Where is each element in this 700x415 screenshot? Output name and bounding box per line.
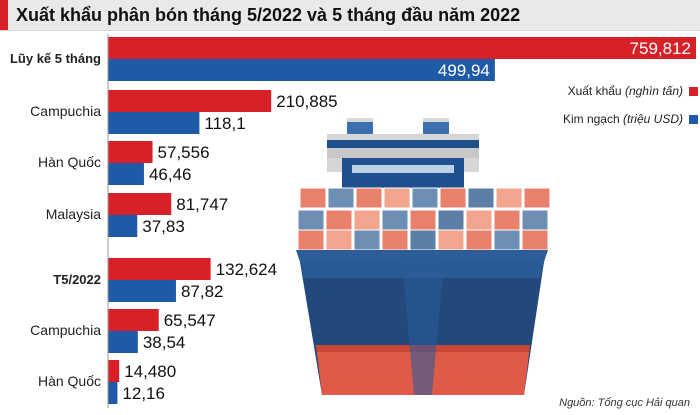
bar-export [108,90,272,112]
legend-swatch-value [689,114,698,124]
container-box [495,187,523,209]
data-label-export: 132,624 [216,260,277,279]
container-box [383,187,411,209]
data-label-value: 12,16 [122,384,165,403]
category-label: Hàn Quốc [38,373,101,389]
bar-export [108,141,153,163]
data-label-export: 65,547 [164,311,216,330]
category-label: Malaysia [46,206,101,222]
bar-value [108,382,118,404]
data-label-export: 210,885 [276,92,337,111]
data-label-export: 14,480 [124,362,176,381]
chart-title: Xuất khẩu phân bón tháng 5/2022 và 5 thá… [16,5,521,25]
category-label: Lũy kế 5 tháng [10,51,101,66]
container-box [467,187,495,209]
legend-item-value: Kim ngạch (triệu USD) [552,108,698,130]
data-label-value: 118,1 [204,114,245,133]
bar-value [108,331,138,353]
bar-value [108,112,200,134]
container-box [439,187,467,209]
bar-export [108,258,211,280]
data-label-export: 81,747 [176,195,228,214]
container-box [327,187,355,209]
category-label: Hàn Quốc [38,154,101,170]
container-box [523,187,551,209]
bar-export [108,309,159,331]
bar-value [108,215,138,237]
title-bar: Xuất khẩu phân bón tháng 5/2022 và 5 thá… [0,0,700,31]
bar-export [108,193,172,215]
data-label-value: 499,94 [438,61,490,80]
bar-value [108,163,144,185]
category-label: Campuchia [30,322,101,338]
container-box [299,187,327,209]
bar-value [108,280,176,302]
data-label-value: 38,54 [143,333,186,352]
data-label-export: 57,556 [158,143,210,162]
bar-export [108,37,696,59]
container-box [355,187,383,209]
category-label: T5/2022 [53,272,101,287]
data-label-value: 46,46 [149,165,192,184]
data-label-value: 37,83 [142,217,185,236]
containers-group [297,187,551,251]
bar-value [108,59,495,81]
legend-label-export: Xuất khẩu (nghìn tấn) [567,84,683,98]
legend-item-export: Xuất khẩu (nghìn tấn) [552,80,698,102]
data-label-value: 87,82 [181,282,224,301]
legend: Xuất khẩu (nghìn tấn) Kim ngạch (triệu U… [552,80,698,136]
bar-export [108,360,120,382]
data-label-export: 759,812 [630,39,691,58]
legend-label-value: Kim ngạch (triệu USD) [562,112,683,126]
legend-swatch-export [689,86,698,96]
container-box [411,187,439,209]
category-label: Campuchia [30,103,101,119]
source-note: Nguồn: Tổng cục Hải quan [559,397,690,409]
title-accent [0,0,8,30]
